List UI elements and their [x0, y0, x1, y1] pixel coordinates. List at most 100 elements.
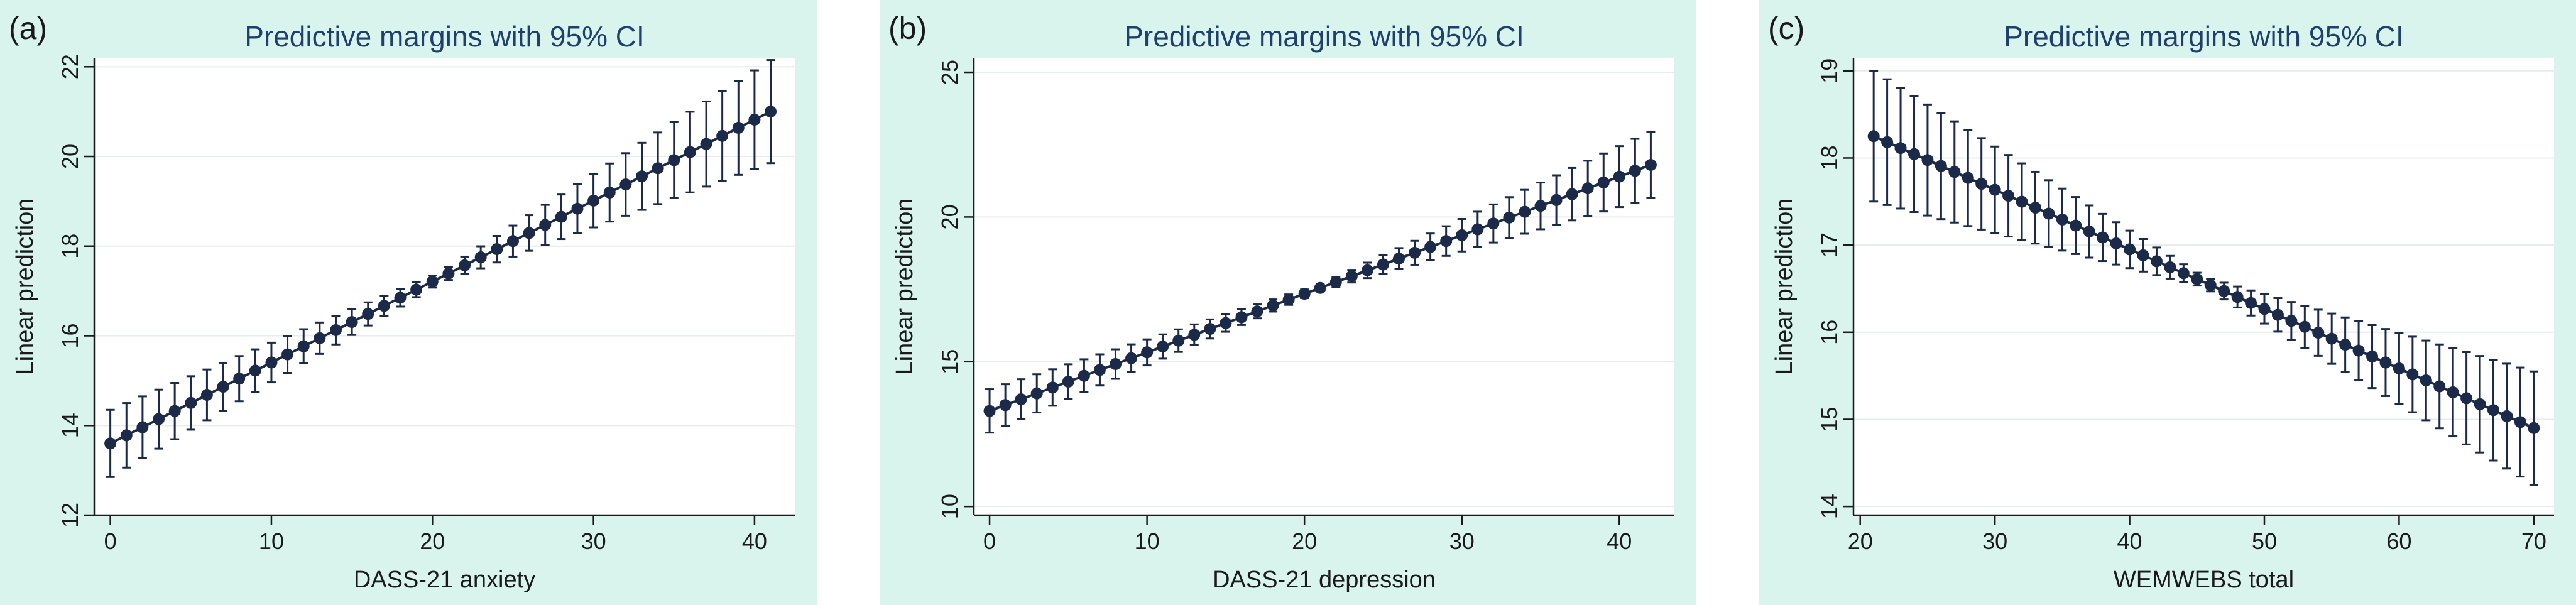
plot-area: [94, 58, 795, 515]
y-axis-label: Linear prediction: [12, 199, 38, 375]
data-point: [2164, 261, 2176, 273]
data-point: [765, 106, 777, 118]
data-point: [587, 194, 600, 207]
data-point: [1550, 193, 1563, 206]
data-point: [506, 235, 519, 248]
data-point: [1613, 170, 1625, 183]
data-point: [2231, 291, 2244, 303]
chart-a: 12 14 16 18 20 22 0 10 20 30 40 (a) Predictive margi…: [0, 0, 817, 605]
data-point: [1015, 393, 1027, 405]
data-point: [1519, 205, 1531, 218]
x-tick-label: 0: [104, 528, 117, 554]
data-point: [329, 324, 342, 336]
x-tick-label: 20: [420, 528, 445, 554]
data-point: [716, 129, 729, 142]
data-point: [314, 332, 326, 344]
y-tick-label: 20: [937, 204, 963, 229]
data-point: [1393, 253, 1405, 265]
x-axis-label: DASS-21 anxiety: [354, 567, 535, 593]
y-tick-label: 14: [57, 413, 83, 438]
data-point: [539, 219, 552, 231]
chart-title: Predictive margins with 95% CI: [1124, 20, 1524, 53]
data-point: [1597, 176, 1610, 188]
data-point: [1487, 217, 1500, 230]
data-point: [2325, 332, 2338, 345]
data-point: [1629, 165, 1641, 177]
data-point: [555, 210, 567, 223]
chart-b: 10 15 20 25 0 10 20 30 40 (b) Predictive margins w…: [880, 0, 1696, 605]
y-tick-label: 15: [937, 349, 963, 374]
data-point: [2433, 380, 2446, 393]
data-point: [2110, 237, 2122, 249]
panel-label: (a): [9, 11, 47, 46]
data-point: [1921, 154, 1934, 166]
data-point: [459, 259, 471, 271]
x-tick-label: 40: [742, 528, 767, 554]
data-point: [2191, 273, 2203, 285]
data-point: [2406, 368, 2419, 381]
data-point: [2043, 207, 2055, 220]
y-tick-label: 15: [1816, 406, 1842, 432]
data-point: [571, 202, 584, 215]
data-point: [474, 251, 487, 264]
data-point: [185, 396, 197, 409]
x-tick-label: 30: [1982, 528, 2007, 554]
data-point: [2218, 285, 2230, 297]
y-tick-label: 16: [57, 323, 83, 348]
y-tick-label: 18: [1816, 145, 1842, 170]
data-point: [1314, 281, 1326, 294]
data-point: [1298, 288, 1311, 300]
y-axis-label: Linear prediction: [1771, 199, 1798, 375]
data-point: [2339, 339, 2352, 351]
data-point: [1172, 334, 1185, 347]
data-point: [1644, 158, 1657, 171]
data-series: [1867, 70, 2540, 486]
data-point: [1078, 369, 1090, 382]
data-point: [2258, 303, 2271, 315]
data-point: [1062, 376, 1074, 388]
data-point: [297, 340, 310, 352]
data-series: [983, 130, 1657, 434]
data-point: [2352, 344, 2365, 357]
data-point: [2177, 267, 2190, 280]
data-point: [153, 413, 165, 425]
data-point: [1046, 381, 1059, 394]
x-tick-label: 70: [2521, 528, 2546, 554]
data-point: [2056, 214, 2068, 226]
y-tick-label: 14: [1816, 494, 1842, 519]
data-point: [668, 154, 680, 166]
data-point: [104, 437, 117, 450]
data-point: [1267, 299, 1279, 312]
data-point: [603, 186, 616, 199]
y-tick-label: 16: [1816, 320, 1842, 345]
data-point: [2083, 225, 2095, 237]
data-point: [1251, 305, 1263, 318]
data-point: [362, 308, 374, 320]
x-axis-label: DASS-21 depression: [1213, 567, 1436, 593]
data-series: [104, 59, 777, 478]
data-point: [635, 170, 648, 183]
data-point: [1948, 166, 1961, 178]
chart-c: 14 15 16 17 18 19 20 30 40 50 60 70 (c) Predictive ma…: [1759, 0, 2576, 605]
data-point: [1881, 136, 1894, 148]
panel-label: (b): [888, 11, 927, 46]
data-point: [1329, 276, 1342, 288]
x-tick-label: 20: [1292, 528, 1317, 554]
data-point: [1188, 329, 1201, 341]
data-point: [700, 138, 712, 150]
data-point: [1030, 387, 1043, 400]
data-point: [2204, 279, 2217, 292]
x-tick-label: 60: [2386, 528, 2411, 554]
chart-title: Predictive margins with 95% CI: [244, 20, 645, 53]
y-tick-label: 25: [937, 60, 963, 85]
y-axis-label: Linear prediction: [892, 199, 918, 375]
x-tick-label: 50: [2252, 528, 2277, 554]
data-point: [1204, 323, 1216, 335]
data-point: [1282, 293, 1295, 306]
data-point: [619, 178, 632, 191]
data-point: [2393, 362, 2405, 375]
data-point: [2501, 410, 2513, 422]
data-point: [1989, 183, 2001, 196]
chart-panel-c: 14 15 16 17 18 19 20 30 40 50 60 70 (c) Predictive ma…: [1759, 0, 2576, 605]
data-point: [2097, 231, 2109, 244]
